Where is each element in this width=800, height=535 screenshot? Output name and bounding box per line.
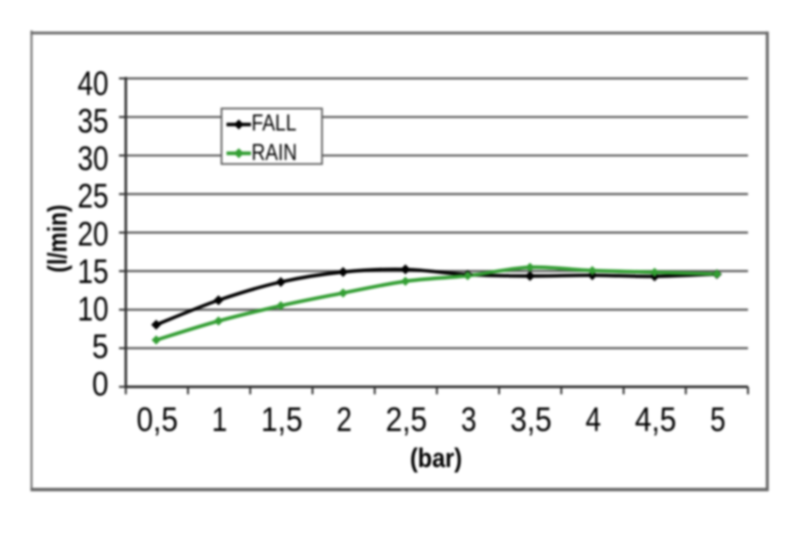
svg-text:(l/min): (l/min) — [43, 205, 73, 273]
svg-text:(bar): (bar) — [410, 443, 462, 473]
svg-text:2,5: 2,5 — [386, 401, 428, 439]
svg-text:15: 15 — [78, 253, 109, 291]
svg-text:35: 35 — [78, 103, 109, 141]
svg-text:0: 0 — [92, 366, 109, 404]
svg-text:3: 3 — [461, 401, 477, 439]
svg-text:4,5: 4,5 — [635, 401, 677, 439]
svg-text:3,5: 3,5 — [510, 401, 552, 439]
svg-text:FALL: FALL — [252, 109, 297, 135]
svg-text:2: 2 — [336, 401, 352, 439]
svg-text:40: 40 — [78, 65, 109, 103]
svg-text:30: 30 — [78, 140, 109, 178]
svg-text:5: 5 — [92, 328, 109, 366]
svg-text:25: 25 — [78, 178, 109, 216]
svg-text:0,5: 0,5 — [136, 401, 178, 439]
svg-text:10: 10 — [78, 291, 109, 329]
svg-text:1: 1 — [212, 401, 228, 439]
svg-text:1,5: 1,5 — [261, 401, 303, 439]
svg-text:20: 20 — [78, 215, 109, 253]
svg-text:RAIN: RAIN — [252, 139, 298, 165]
svg-text:5: 5 — [710, 401, 726, 439]
svg-text:4: 4 — [586, 401, 602, 439]
